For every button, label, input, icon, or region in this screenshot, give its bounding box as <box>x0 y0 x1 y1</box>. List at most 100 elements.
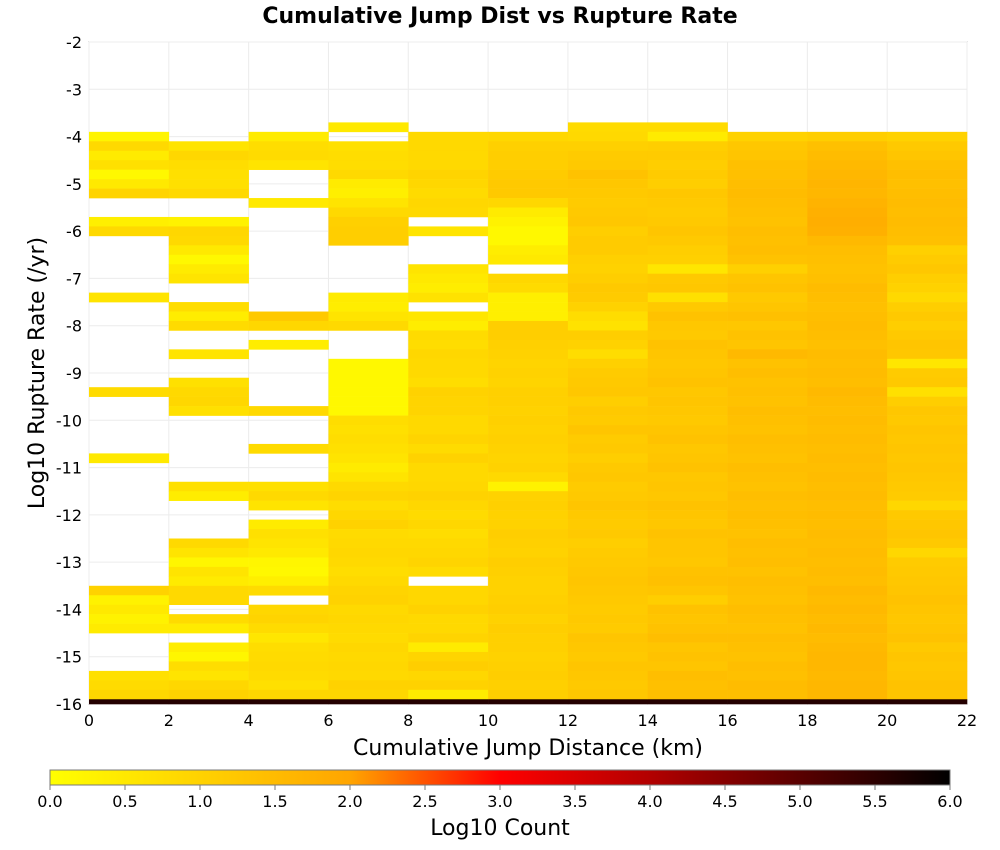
heatmap-cell <box>647 585 728 596</box>
heatmap-cell <box>647 188 728 199</box>
chart-title: Cumulative Jump Dist vs Rupture Rate <box>262 4 737 29</box>
heatmap-cell <box>647 500 728 511</box>
heatmap-cell <box>567 396 649 407</box>
heatmap-cell <box>647 670 728 681</box>
heatmap-cell <box>328 179 409 189</box>
heatmap-cell <box>248 491 329 501</box>
heatmap-cell <box>887 614 968 624</box>
heatmap-cell <box>408 264 489 274</box>
heatmap-cell <box>89 216 170 227</box>
heatmap-cell <box>887 406 968 416</box>
heatmap-cell <box>488 557 569 568</box>
heatmap-cell <box>887 216 968 227</box>
heatmap-cell <box>168 179 249 189</box>
heatmap-cell <box>807 500 888 511</box>
heatmap-cell <box>727 491 808 501</box>
heatmap-cell <box>727 396 808 407</box>
heatmap-cell <box>89 292 170 303</box>
heatmap-cell <box>727 557 808 568</box>
heatmap-cell <box>807 547 888 558</box>
heatmap-cell <box>488 131 569 142</box>
heatmap-cell <box>408 150 489 161</box>
heatmap-cell <box>807 670 888 681</box>
heatmap-cell <box>807 141 888 152</box>
colorbar-tick-label: 0.5 <box>112 792 137 811</box>
heatmap-cell <box>807 680 888 691</box>
heatmap-cell <box>727 141 808 152</box>
heatmap-cell <box>567 273 649 284</box>
x-tick-label: 18 <box>797 711 817 730</box>
heatmap-cell <box>887 292 968 303</box>
heatmap-cell <box>488 198 569 208</box>
heatmap-cell <box>647 302 728 312</box>
heatmap-cell <box>727 169 808 180</box>
heatmap-cell <box>168 377 249 388</box>
x-tick-label: 0 <box>84 711 94 730</box>
heatmap-cell <box>89 585 170 596</box>
heatmap-cell <box>488 651 569 662</box>
heatmap-cell <box>89 131 170 142</box>
heatmap-cell <box>168 302 249 312</box>
heatmap-cell <box>488 311 569 322</box>
heatmap-cell <box>408 425 489 435</box>
heatmap-cell <box>168 160 249 170</box>
heatmap-cell <box>89 141 170 152</box>
heatmap-cell <box>328 529 409 539</box>
heatmap-cell <box>647 169 728 180</box>
heatmap-cell <box>567 254 649 265</box>
y-tick-label: -14 <box>56 600 82 619</box>
heatmap-cell <box>647 595 728 605</box>
heatmap-cell <box>647 198 728 208</box>
heatmap-cell <box>567 245 649 256</box>
x-tick-label: 12 <box>558 711 578 730</box>
heatmap-cell <box>567 538 649 549</box>
heatmap-cell <box>328 207 409 218</box>
heatmap-cell <box>807 207 888 218</box>
heatmap-cell <box>168 320 249 331</box>
heatmap-cell <box>727 642 808 653</box>
heatmap-cell <box>567 547 649 558</box>
heatmap-cell <box>328 188 409 199</box>
heatmap-cell <box>408 604 489 615</box>
heatmap-cell <box>488 491 569 501</box>
heatmap-cell <box>647 358 728 369</box>
heatmap-cell <box>647 425 728 435</box>
heatmap-cell <box>488 453 569 464</box>
heatmap-cell <box>248 680 329 691</box>
heatmap-cell <box>488 207 569 218</box>
heatmap-cell <box>488 500 569 511</box>
heatmap-cell <box>328 377 409 388</box>
heatmap-cell <box>408 131 489 142</box>
x-axis-ticks: 0 2 4 6 8 10 12 14 16 18 20 22 <box>84 711 977 730</box>
heatmap-cell <box>168 387 249 397</box>
heatmap-cell <box>647 623 728 634</box>
heatmap-cell <box>647 472 728 483</box>
heatmap-cell <box>727 207 808 218</box>
heatmap-cell <box>168 576 249 587</box>
heatmap-cell <box>328 472 409 483</box>
heatmap-cell <box>168 651 249 662</box>
heatmap-cell <box>89 689 170 700</box>
heatmap-cell <box>408 585 489 596</box>
heatmap-cell <box>168 150 249 161</box>
heatmap-cell <box>807 292 888 303</box>
heatmap-cell <box>887 699 968 705</box>
heatmap-cell <box>488 604 569 615</box>
y-axis-label: Log10 Rupture Rate (/yr) <box>25 237 50 509</box>
heatmap-cell <box>887 547 968 558</box>
heatmap-cell <box>807 198 888 208</box>
x-tick-label: 2 <box>164 711 174 730</box>
heatmap-cell <box>727 453 808 464</box>
heatmap-cell <box>567 141 649 152</box>
heatmap-cell <box>567 604 649 615</box>
heatmap-cell <box>328 150 409 161</box>
heatmap-cell <box>727 585 808 596</box>
heatmap-cell <box>727 566 808 577</box>
heatmap-cell <box>567 500 649 511</box>
heatmap-cell <box>727 320 808 331</box>
heatmap-cell <box>168 538 249 549</box>
heatmap-cell <box>887 425 968 435</box>
heatmap-cell <box>647 651 728 662</box>
heatmap-cell <box>727 500 808 511</box>
heatmap-cell <box>727 623 808 634</box>
